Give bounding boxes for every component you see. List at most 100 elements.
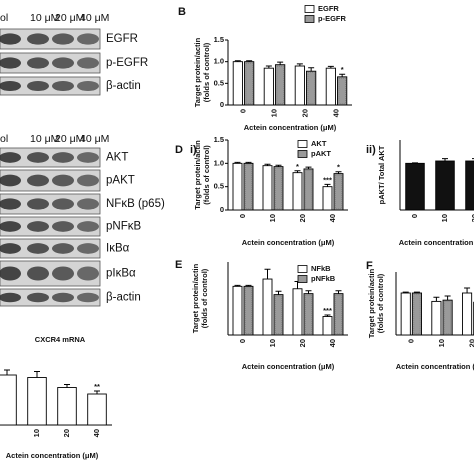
blot-strip (0, 76, 101, 96)
x-tick-label: 10 (437, 339, 446, 347)
blot-band (27, 174, 49, 187)
x-tick-label: 10 (32, 429, 41, 437)
protein-label: pAKT (106, 175, 135, 187)
blot-band (0, 243, 21, 254)
blot-band (0, 266, 21, 281)
significance-mark: * (337, 163, 340, 172)
bar (232, 162, 243, 211)
x-tick-label: 20 (298, 214, 307, 222)
blot-band (77, 198, 99, 210)
y-axis-label: Target protein/actin (193, 37, 202, 107)
blot-band (52, 198, 74, 210)
x-tick-label: 20 (468, 339, 474, 347)
error-bar (335, 171, 342, 174)
lane-label: 20 μM (55, 133, 84, 145)
error-bar (94, 390, 100, 394)
bar-hatch (245, 287, 252, 334)
error-bar (234, 284, 241, 287)
bar (27, 377, 47, 426)
error-bar (4, 369, 10, 375)
bar-hatch (413, 294, 421, 334)
error-bar (335, 290, 342, 294)
blot-band (27, 243, 49, 254)
y-axis-label: (folds of control) (202, 42, 211, 102)
x-tick-label: 40 (92, 429, 101, 437)
blot-band (27, 221, 49, 232)
blot-band (77, 221, 99, 232)
y-tick-label: 1.5 (214, 35, 224, 44)
lane-label: 40 μM (80, 133, 109, 145)
bar (322, 316, 333, 336)
bar (322, 186, 333, 211)
x-tick-label: 20 (470, 214, 474, 222)
y-axis-label: Target protein/actin (191, 263, 200, 333)
blot-band (0, 198, 21, 210)
error-bar (265, 65, 272, 69)
bar-hatch (335, 174, 342, 209)
protein-label: NFκB (p65) (106, 198, 165, 210)
blot-band (77, 57, 99, 69)
y-axis-label: Target protein/actin (367, 268, 376, 338)
error-bar (402, 291, 409, 293)
x-tick-label: 40 (331, 109, 340, 117)
protein-label: pIκBα (106, 268, 136, 280)
legend-swatch (304, 15, 315, 23)
legend-label: pAKT (311, 149, 331, 158)
blot-band (0, 292, 21, 303)
x-tick-label: 0 (406, 339, 415, 343)
x-tick-label: 0 (238, 339, 247, 343)
legend-swatch (304, 5, 315, 13)
y-axis-label: Target protein/actin (193, 140, 202, 210)
bar-hatch (275, 167, 282, 209)
blot-strip (0, 193, 101, 215)
blot-strip (0, 238, 101, 259)
bar (292, 288, 303, 336)
blot-band (77, 80, 99, 92)
error-bar (275, 164, 282, 167)
blot-band (27, 33, 49, 45)
error-bar (324, 314, 331, 317)
significance-mark: *** (323, 175, 332, 184)
error-bar (246, 60, 253, 62)
blot-band (27, 152, 49, 163)
panel-label: F (366, 260, 373, 272)
error-bar (339, 73, 346, 77)
x-tick-label: 0 (238, 214, 247, 218)
error-bar (245, 161, 252, 164)
error-bar (294, 170, 301, 173)
bar (325, 67, 336, 106)
x-tick-label: 10 (269, 109, 278, 117)
bar (232, 61, 243, 106)
protein-label: EGFR (106, 33, 138, 45)
panel-label: B (178, 6, 186, 18)
protein-label: β-actin (106, 80, 141, 92)
bar (232, 285, 243, 336)
x-axis-label: Actein concentration (μM) (244, 123, 337, 132)
legend-label: p-EGFR (318, 14, 346, 23)
bar-hatch (305, 170, 312, 209)
blot-strip (0, 288, 101, 307)
blot-band (52, 174, 74, 187)
y-axis-label: pAKT/ Total AKT (377, 145, 386, 204)
blot-band (77, 33, 99, 45)
x-tick-label: 0 (238, 109, 247, 113)
x-tick-label: 40 (328, 214, 337, 222)
lane-label: 20 μM (55, 12, 84, 24)
blot-band (77, 243, 99, 254)
bar (294, 65, 305, 106)
blot-band (77, 292, 99, 303)
bar-hatch (335, 294, 342, 334)
bar-hatch (245, 62, 253, 104)
blot-band (0, 221, 21, 232)
bar-hatch (444, 301, 451, 334)
error-bar (308, 67, 315, 72)
error-bar (277, 61, 284, 65)
y-tick-label: 0.5 (214, 182, 224, 191)
bar (292, 172, 303, 211)
significance-mark: *** (323, 306, 332, 315)
x-tick-label: 0 (410, 214, 419, 218)
x-axis-label: Actein concentration (μM) (242, 238, 335, 247)
lane-label: ol (0, 133, 8, 145)
